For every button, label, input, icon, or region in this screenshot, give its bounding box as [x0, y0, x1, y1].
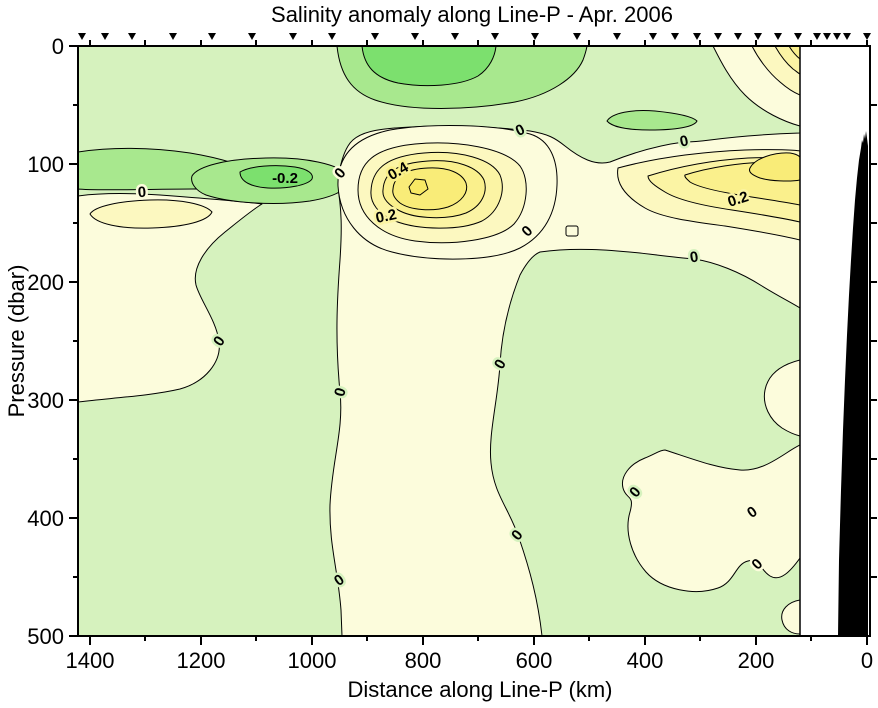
- station-marker: [531, 33, 539, 40]
- station-marker: [101, 33, 109, 40]
- contour-band-negative-lower-right: [489, 248, 800, 635]
- station-marker: [714, 33, 722, 40]
- station-marker: [491, 33, 499, 40]
- station-marker: [451, 33, 459, 40]
- corner-ring-0p3: [789, 47, 800, 60]
- x-tick-label: 1200: [177, 648, 226, 673]
- station-marker: [248, 33, 256, 40]
- x-tick-label: 200: [738, 648, 775, 673]
- y-axis-title: Pressure (dbar): [4, 265, 29, 418]
- contour-pocket-bottom-right: [621, 444, 800, 592]
- station-marker: [371, 33, 379, 40]
- contour-label: -0.2: [272, 170, 298, 187]
- station-marker: [169, 33, 177, 40]
- contour-label: 0: [137, 184, 147, 202]
- eddy-ring-0p4: [392, 167, 468, 211]
- station-marker: [328, 33, 336, 40]
- contour-core-mid-negative: [239, 165, 313, 189]
- eddy-core-0p5: [408, 178, 429, 196]
- contour-pocket-right-edge: [763, 359, 800, 437]
- station-marker: [411, 33, 419, 40]
- y-tick-label: 500: [27, 624, 64, 649]
- tiny-closed-contour: [565, 225, 579, 237]
- contour-pocket-right-bottom-edge: [781, 599, 800, 635]
- x-tick-label: 1400: [66, 648, 115, 673]
- y-axis-tick-labels: 0 100 200 300 400 500: [27, 34, 64, 649]
- x-tick-label: 600: [516, 648, 553, 673]
- y-tick-label: 300: [27, 388, 64, 413]
- station-marker: [671, 33, 679, 40]
- y-tick-label: 100: [27, 152, 64, 177]
- station-marker: [208, 33, 216, 40]
- station-marker: [693, 33, 701, 40]
- contour-lens-left-positive: [89, 199, 213, 229]
- station-marker: [833, 33, 841, 40]
- station-markers: [78, 33, 871, 40]
- x-tick-label: 400: [627, 648, 664, 673]
- station-marker: [863, 33, 871, 40]
- y-tick-label: 0: [52, 34, 64, 59]
- station-marker: [794, 33, 802, 40]
- y-tick-label: 200: [27, 270, 64, 295]
- station-marker: [754, 33, 762, 40]
- y-tick-label: 400: [27, 506, 64, 531]
- nearshore-core: [749, 152, 800, 182]
- station-marker: [128, 33, 136, 40]
- station-marker: [573, 33, 581, 40]
- station-marker: [649, 33, 657, 40]
- x-axis-title: Distance along Line-P (km): [348, 677, 613, 702]
- station-marker: [774, 33, 782, 40]
- station-marker: [734, 33, 742, 40]
- contour-core-surface-negative: [361, 47, 497, 87]
- station-marker: [843, 33, 851, 40]
- station-marker: [813, 33, 821, 40]
- station-marker: [289, 33, 297, 40]
- x-axis-tick-labels: 1400 1200 1000 800 600 400 200 0: [66, 648, 874, 673]
- axis-ticks: [69, 40, 877, 645]
- station-marker: [613, 33, 621, 40]
- bathymetry-silhouette: [838, 131, 868, 636]
- station-marker: [78, 33, 86, 40]
- x-tick-label: 1000: [288, 648, 337, 673]
- plot-title: Salinity anomaly along Line-P - Apr. 200…: [271, 2, 673, 27]
- x-tick-label: 800: [405, 648, 442, 673]
- x-tick-label: 0: [861, 648, 873, 673]
- station-marker: [823, 33, 831, 40]
- contour-field: [79, 47, 800, 635]
- contour-blob-negative-dash: [606, 110, 698, 131]
